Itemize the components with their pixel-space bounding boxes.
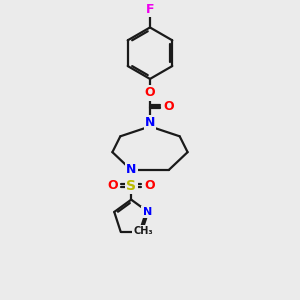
Text: O: O: [145, 179, 155, 192]
Text: O: O: [145, 86, 155, 99]
Text: N: N: [145, 116, 155, 129]
Text: O: O: [164, 100, 174, 113]
Text: F: F: [146, 3, 154, 16]
Text: N: N: [138, 227, 147, 237]
Text: CH₃: CH₃: [134, 226, 153, 236]
Text: N: N: [142, 207, 152, 217]
Text: O: O: [107, 179, 118, 192]
Text: N: N: [126, 164, 136, 176]
Text: S: S: [126, 179, 136, 193]
